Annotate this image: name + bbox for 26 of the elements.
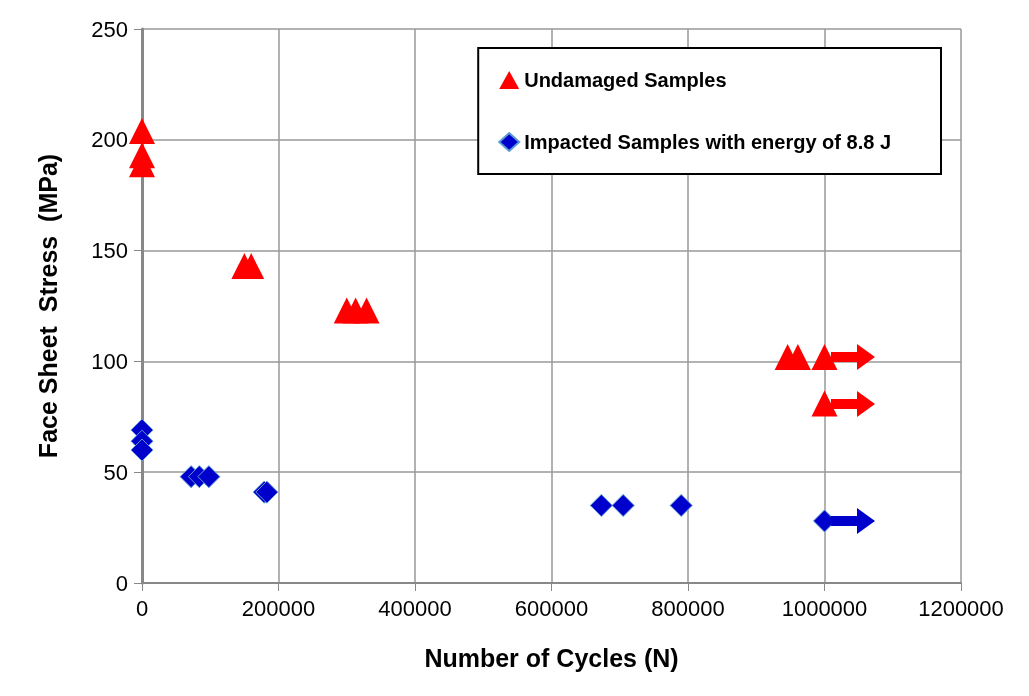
x-tick-label: 800000 <box>651 595 725 621</box>
y-axis-title: Face Sheet Stress (MPa) <box>33 153 62 459</box>
point <box>353 297 380 324</box>
x-tick-label: 400000 <box>378 595 452 621</box>
x-tick-label: 600000 <box>514 595 589 621</box>
legend-label: Undamaged Samples <box>524 69 727 91</box>
point <box>811 343 838 370</box>
y-tick-label: 0 <box>115 570 128 596</box>
point <box>130 438 154 462</box>
y-tick-label: 150 <box>91 238 128 264</box>
x-tick-label: 0 <box>135 595 149 621</box>
y-tick-label: 250 <box>91 16 128 42</box>
point <box>611 493 635 517</box>
x-tick-label: 200000 <box>241 595 316 621</box>
point <box>129 117 155 144</box>
x-axis-title: Number of Cycles (N) <box>424 643 679 672</box>
y-tick-label: 200 <box>91 127 128 153</box>
point <box>811 390 838 417</box>
x-tick-label: 1200000 <box>918 595 1004 621</box>
point <box>669 493 693 517</box>
y-tick-label: 50 <box>103 459 128 485</box>
x-tick-label: 1000000 <box>781 595 868 621</box>
legend-label: Impacted Samples with energy of 8.8 J <box>524 131 892 153</box>
point <box>589 493 613 517</box>
y-tick-label: 100 <box>91 348 128 374</box>
point <box>197 465 221 489</box>
